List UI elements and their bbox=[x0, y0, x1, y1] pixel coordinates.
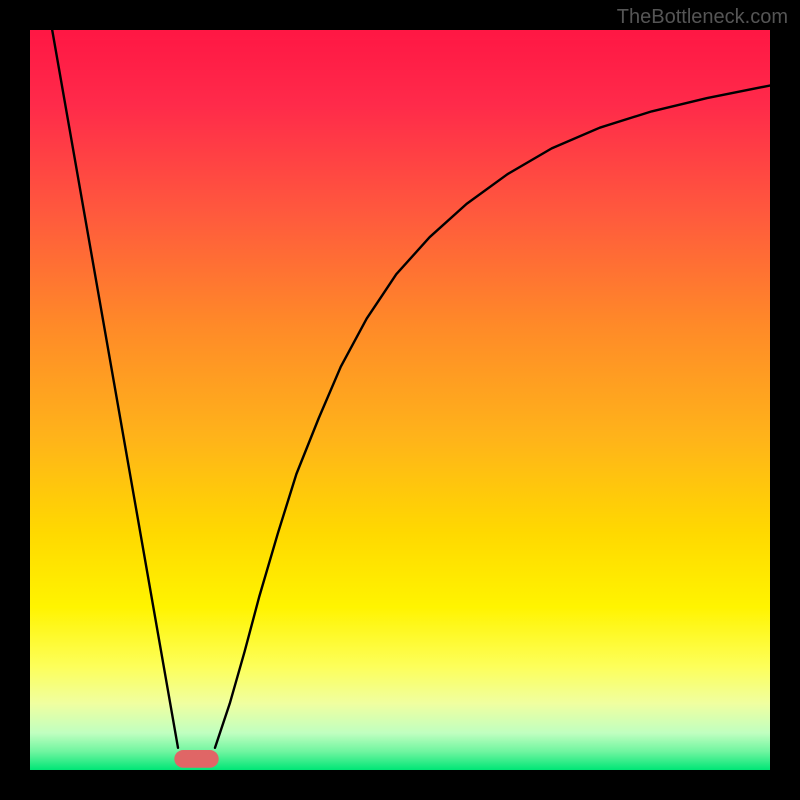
watermark-text: TheBottleneck.com bbox=[617, 6, 788, 29]
marker-group bbox=[174, 750, 218, 768]
plot-svg bbox=[30, 30, 770, 770]
gradient-background bbox=[30, 30, 770, 770]
min-marker bbox=[174, 750, 218, 768]
chart-container: TheBottleneck.com bbox=[0, 0, 800, 800]
plot-area bbox=[30, 30, 770, 770]
